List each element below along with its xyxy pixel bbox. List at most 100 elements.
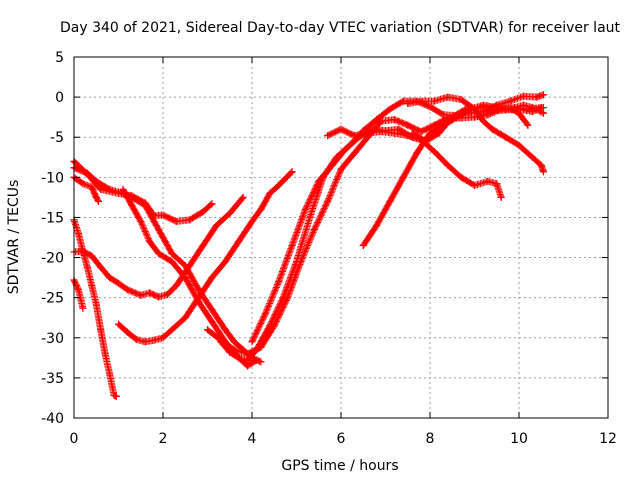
data-layer — [70, 91, 547, 400]
data-point — [208, 318, 216, 326]
data-point — [266, 189, 274, 197]
data-point — [146, 238, 154, 246]
x-tick-label: 12 — [599, 431, 617, 447]
data-point — [123, 328, 131, 336]
data-point — [377, 117, 385, 125]
data-point — [123, 286, 131, 294]
series-track-14 — [404, 93, 547, 176]
data-point — [163, 290, 171, 298]
data-point — [399, 97, 407, 105]
series-track-4 — [115, 168, 296, 346]
data-point — [399, 173, 407, 181]
x-axis-label: GPS time / hours — [281, 458, 398, 474]
data-point — [457, 173, 465, 181]
data-point — [88, 183, 96, 191]
y-axis-label: SDTVAR / TECUs — [6, 180, 22, 295]
data-point — [88, 252, 96, 260]
data-point — [275, 278, 283, 286]
data-point — [519, 101, 527, 109]
data-point — [488, 125, 496, 133]
data-point — [257, 205, 265, 213]
data-point — [257, 343, 265, 351]
data-point — [471, 181, 478, 189]
data-point — [497, 193, 505, 201]
data-point — [79, 180, 87, 188]
data-point — [159, 211, 167, 219]
data-point — [92, 177, 100, 185]
data-point — [288, 168, 296, 176]
data-point — [519, 92, 527, 100]
data-point — [430, 97, 438, 105]
data-point — [413, 149, 421, 157]
data-point — [457, 96, 465, 104]
data-markers — [70, 276, 87, 312]
data-point — [506, 97, 514, 105]
data-point — [422, 137, 430, 145]
data-point — [119, 185, 127, 193]
data-point — [92, 300, 100, 308]
data-point — [101, 350, 109, 358]
data-point — [195, 298, 203, 306]
data-point — [417, 128, 425, 136]
chart-title: Day 340 of 2021, Sidereal Day-to-day VTE… — [60, 20, 621, 36]
data-point — [221, 258, 229, 266]
data-point — [368, 125, 376, 133]
data-point — [404, 100, 412, 108]
data-markers — [115, 168, 296, 346]
y-tick-label: -30 — [41, 331, 64, 347]
data-point — [502, 133, 510, 141]
data-point — [539, 91, 547, 99]
data-point — [355, 133, 363, 141]
data-point — [159, 334, 167, 342]
data-point — [341, 145, 349, 153]
series-track-2 — [70, 216, 120, 400]
data-point — [221, 326, 229, 334]
data-point — [404, 121, 412, 129]
data-point — [106, 370, 114, 378]
data-point — [359, 242, 367, 250]
data-point — [195, 286, 203, 294]
data-point — [439, 121, 447, 129]
data-point — [493, 180, 501, 188]
y-tick-label: -35 — [41, 371, 64, 387]
data-point — [252, 356, 260, 364]
data-point — [248, 217, 256, 225]
data-point — [106, 274, 114, 282]
data-point — [257, 358, 265, 366]
y-tick-label: -25 — [41, 291, 64, 307]
data-point — [244, 350, 252, 358]
data-point — [337, 125, 345, 133]
data-point — [528, 104, 536, 112]
data-point — [471, 113, 478, 121]
series-track-1 — [70, 276, 87, 312]
data-point — [235, 238, 243, 246]
data-point — [141, 338, 149, 346]
y-tick-label: 0 — [55, 90, 64, 106]
data-point — [168, 326, 176, 334]
data-point — [528, 153, 536, 161]
data-point — [479, 117, 487, 125]
data-point — [204, 326, 211, 334]
data-point — [337, 165, 345, 173]
data-point — [515, 109, 523, 117]
data-point — [235, 354, 243, 362]
data-point — [155, 225, 163, 233]
data-point — [506, 104, 514, 112]
data-point — [208, 274, 216, 282]
data-point — [168, 258, 176, 266]
data-point — [172, 217, 180, 225]
data-point — [137, 217, 145, 225]
data-point — [479, 101, 487, 109]
data-point — [74, 229, 82, 237]
data-point — [230, 338, 238, 346]
y-tick-label: 5 — [55, 50, 64, 66]
data-point — [208, 306, 216, 314]
data-point — [92, 193, 100, 201]
data-markers — [70, 216, 120, 400]
data-point — [444, 93, 452, 101]
x-tick-label: 10 — [510, 431, 528, 447]
data-point — [97, 326, 105, 334]
data-point — [155, 293, 163, 301]
data-point — [172, 282, 180, 290]
data-point — [226, 348, 234, 356]
